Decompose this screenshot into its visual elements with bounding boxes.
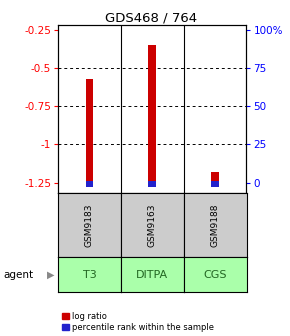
Text: ▶: ▶ [47,270,55,280]
Text: agent: agent [3,270,33,280]
Text: GSM9163: GSM9163 [148,203,157,247]
Bar [86,181,93,187]
Text: T3: T3 [83,270,96,280]
Legend: log ratio, percentile rank within the sample: log ratio, percentile rank within the sa… [62,312,214,332]
Bar [211,172,219,187]
Bar [86,79,93,187]
Text: CGS: CGS [203,270,227,280]
Bar [211,181,219,187]
Bar [148,181,156,187]
Text: GSM9183: GSM9183 [85,203,94,247]
Text: DITPA: DITPA [136,270,168,280]
Text: GDS468 / 764: GDS468 / 764 [105,12,197,25]
Text: GSM9188: GSM9188 [211,203,220,247]
Bar [148,45,156,187]
